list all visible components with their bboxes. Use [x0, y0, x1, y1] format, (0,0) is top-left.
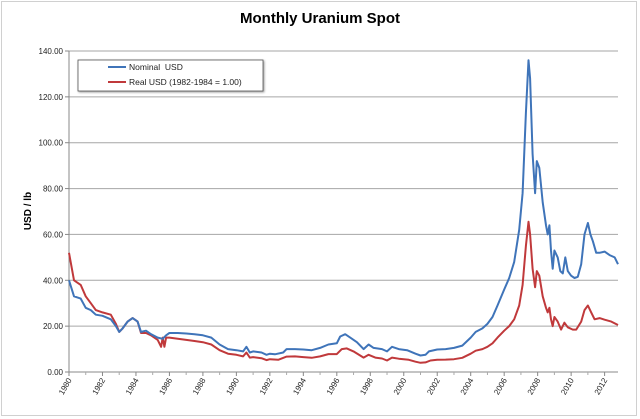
- x-tick-label: 2004: [459, 376, 476, 396]
- y-axis-label: USD / lb: [23, 192, 34, 230]
- x-tick-label: 1992: [258, 376, 275, 396]
- x-tick-label: 1988: [191, 376, 208, 396]
- y-tick-label: 100.00: [39, 139, 64, 148]
- series-line-nominal: [68, 59, 619, 357]
- x-tick-label: 1994: [291, 376, 308, 396]
- series-line-real: [68, 220, 619, 364]
- legend: Nominal USD Real USD (1982-1984 = 1.00): [77, 59, 264, 92]
- x-tick-label: 2006: [492, 376, 509, 396]
- y-tick-label: 120.00: [39, 93, 64, 102]
- x-tick-label: 2010: [559, 376, 576, 396]
- y-tick-label: 80.00: [43, 185, 64, 194]
- y-tick-label: 0.00: [47, 368, 63, 377]
- chart-title: Monthly Uranium Spot: [240, 10, 400, 27]
- y-tick-label: 20.00: [43, 322, 64, 331]
- x-tick-label: 2000: [392, 376, 409, 396]
- x-tick-label: 2002: [425, 376, 442, 396]
- x-tick-label: 2012: [593, 376, 610, 396]
- y-tick-label: 60.00: [43, 230, 64, 239]
- x-tick-label: 1980: [57, 376, 74, 396]
- x-tick-label: 1982: [91, 376, 108, 396]
- x-tick-label: 2008: [526, 376, 543, 396]
- series-lines: [68, 59, 619, 364]
- x-tick-label: 1986: [157, 376, 174, 396]
- x-tick-label: 1998: [358, 376, 375, 396]
- x-tick-label: 1990: [224, 376, 241, 396]
- y-tick-label: 40.00: [43, 276, 64, 285]
- x-tick-label: 1984: [124, 376, 141, 396]
- legend-label-real: Real USD (1982-1984 = 1.00): [129, 77, 242, 87]
- y-tick-label: 140.00: [39, 47, 64, 56]
- legend-box: [77, 59, 264, 92]
- x-tick-label: 1996: [325, 376, 342, 396]
- legend-label-nominal: Nominal USD: [129, 62, 183, 72]
